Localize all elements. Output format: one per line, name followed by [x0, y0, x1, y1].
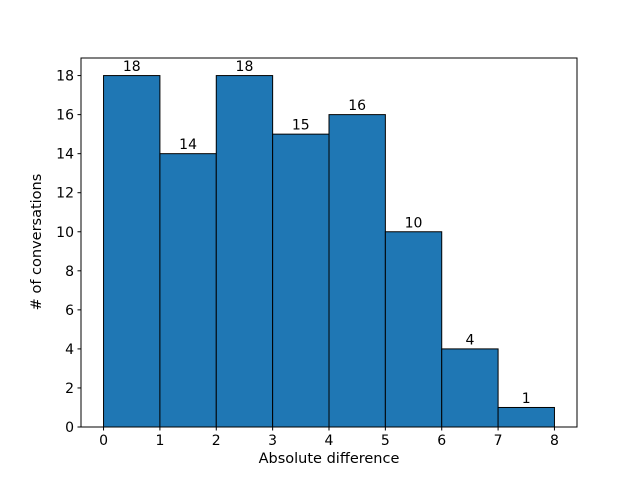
x-axis-label: Absolute difference [259, 451, 400, 467]
bar-value-label: 1 [522, 391, 531, 407]
bar-value-label: 14 [179, 137, 197, 153]
x-tick-label: 7 [494, 433, 503, 449]
x-tick-label: 5 [381, 433, 390, 449]
x-tick-label: 2 [212, 433, 221, 449]
x-tick-label: 4 [325, 433, 334, 449]
y-tick-label: 8 [65, 264, 74, 280]
histogram-bar [159, 153, 217, 428]
histogram-bar [384, 231, 443, 428]
bar-value-label: 16 [348, 98, 366, 114]
y-tick-label: 4 [65, 342, 74, 358]
x-tick-label: 1 [155, 433, 164, 449]
y-tick-label: 6 [65, 303, 74, 319]
bar-value-label: 18 [123, 59, 141, 75]
y-tick-label: 12 [56, 186, 74, 202]
y-tick-label: 2 [65, 381, 74, 397]
histogram-bar [103, 75, 161, 428]
histogram-bar [441, 348, 499, 428]
bar-value-label: 15 [292, 118, 310, 134]
histogram-bar [215, 75, 274, 428]
y-tick-label: 10 [56, 225, 74, 241]
histogram-bar [328, 114, 386, 428]
bar-value-label: 18 [236, 59, 254, 75]
bar-value-label: 10 [405, 215, 423, 231]
x-tick-label: 3 [268, 433, 277, 449]
histogram-bar [272, 133, 330, 428]
x-tick-label: 0 [99, 433, 108, 449]
y-tick-label: 16 [56, 108, 74, 124]
y-tick-label: 0 [65, 420, 74, 436]
bar-value-label: 4 [465, 332, 474, 348]
x-tick-label: 8 [550, 433, 559, 449]
histogram-bar [497, 406, 555, 428]
bars: 18 14 18 15 16 10 4 1 [103, 59, 555, 428]
y-tick-label: 18 [56, 69, 74, 85]
x-axis-ticks: 0 1 2 3 4 5 6 7 8 [99, 427, 559, 449]
x-tick-label: 6 [437, 433, 446, 449]
y-tick-label: 14 [56, 147, 74, 163]
y-axis-ticks: 0 2 4 6 8 10 12 14 16 18 [56, 69, 81, 436]
y-axis-label: # of conversations [29, 174, 45, 311]
